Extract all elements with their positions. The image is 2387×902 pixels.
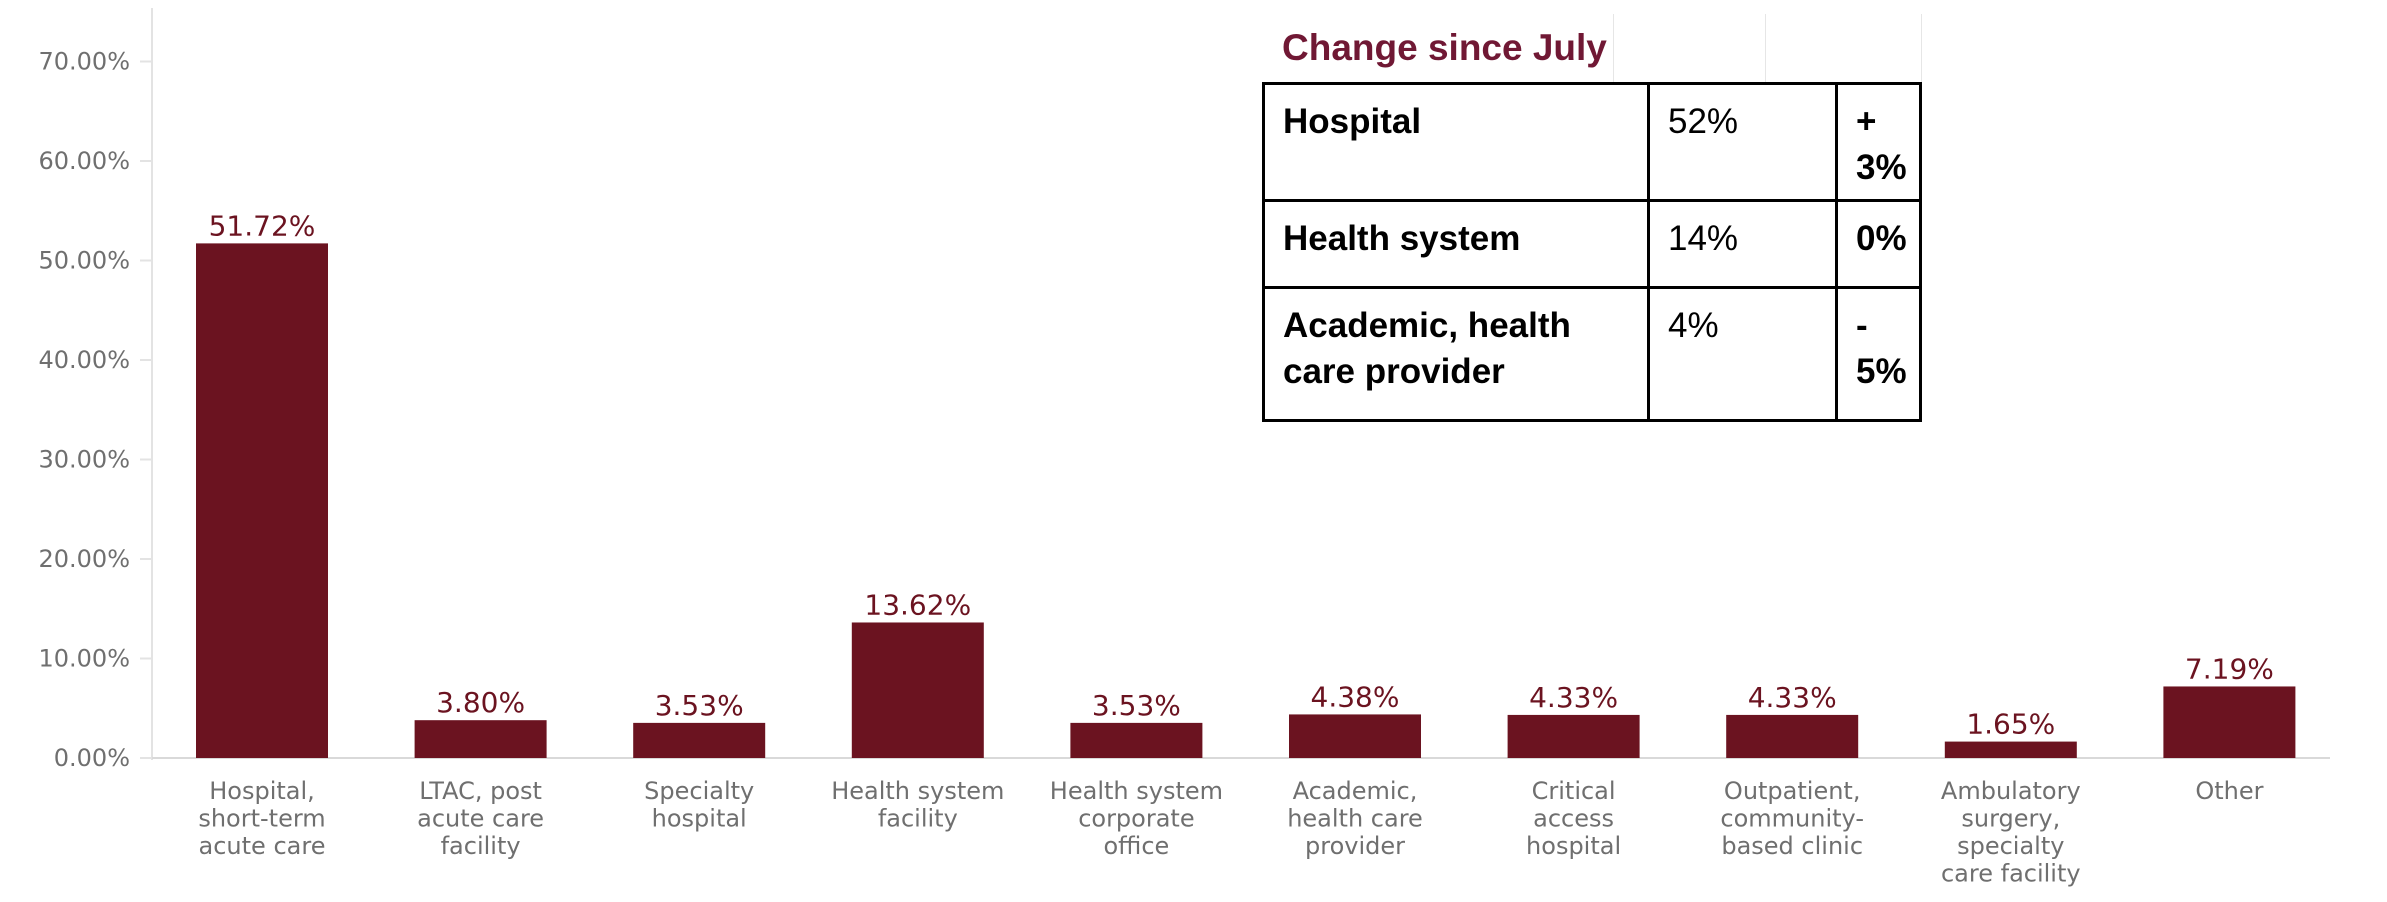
row-change: + 3%	[1835, 82, 1922, 202]
data-label: 4.33%	[1748, 681, 1837, 714]
data-label: 7.19%	[2185, 652, 2274, 685]
data-label: 4.33%	[1529, 681, 1618, 714]
category-label: Other	[2195, 777, 2263, 805]
header-gridline	[1765, 14, 1766, 82]
data-label: 3.53%	[1092, 689, 1181, 722]
data-label: 3.80%	[436, 686, 525, 719]
row-name: Health system	[1262, 199, 1650, 289]
data-label: 51.72%	[209, 209, 316, 242]
category-labels: Hospital, short-term acute care LTAC, post a…	[198, 777, 2263, 888]
category-label: Hospital, short-term acute care	[198, 777, 325, 860]
y-axis-ticks: 0.00% 10.00% 20.00% 30.00% 40.00% 50.00% 60.00…	[38, 48, 152, 772]
y-tick-label: 10.00%	[38, 645, 130, 673]
category-label: Academic, health care provider	[1287, 777, 1423, 860]
data-label: 13.62%	[864, 588, 971, 621]
y-tick-label: 30.00%	[38, 446, 130, 474]
row-percent: 52%	[1647, 82, 1838, 202]
row-name: Hospital	[1262, 82, 1650, 202]
bar	[1726, 714, 1859, 758]
category-label: Specialty hospital	[644, 777, 754, 833]
bar	[851, 622, 984, 758]
row-percent: 4%	[1647, 286, 1838, 422]
y-tick-label: 60.00%	[38, 147, 130, 175]
bar	[1507, 714, 1640, 758]
data-label: 4.38%	[1311, 680, 1400, 713]
header-gridline	[1921, 14, 1922, 82]
y-tick-label: 50.00%	[38, 247, 130, 275]
bar	[1289, 714, 1421, 758]
category-label: Health system facility	[831, 777, 1004, 833]
bar	[2163, 686, 2296, 758]
category-label: Ambulatory surgery, specialty care facility	[1941, 777, 2081, 888]
y-tick-label: 40.00%	[38, 346, 130, 374]
table-row: Academic, health care provider 4% - 5%	[1262, 286, 1922, 422]
row-name: Academic, health care provider	[1262, 286, 1650, 422]
bar	[633, 722, 766, 758]
data-label: 1.65%	[1966, 708, 2055, 741]
table-row: Hospital 52% + 3%	[1262, 82, 1922, 202]
change-since-july-table: Change since July Hospital 52% + 3% Heal…	[1262, 14, 1922, 422]
bar	[1070, 722, 1203, 758]
row-change: - 5%	[1835, 286, 1922, 422]
header-gridline	[1613, 14, 1614, 82]
bars	[196, 243, 2296, 759]
bar	[414, 720, 547, 758]
table-row: Health system 14% 0%	[1262, 199, 1922, 289]
category-label: LTAC, post acute care facility	[417, 777, 544, 860]
bar	[196, 243, 328, 759]
row-percent: 14%	[1647, 199, 1838, 289]
inset-table-title: Change since July	[1262, 14, 1922, 82]
row-change: 0%	[1835, 199, 1922, 289]
y-tick-label: 20.00%	[38, 545, 130, 573]
category-label: Health system corporate office	[1050, 777, 1223, 860]
data-label: 3.53%	[655, 689, 744, 722]
category-label: Critical access hospital	[1526, 777, 1621, 860]
y-tick-label: 0.00%	[54, 744, 130, 772]
y-tick-label: 70.00%	[38, 48, 130, 76]
bar	[1944, 741, 2077, 758]
inset-table-body: Hospital 52% + 3% Health system 14% 0% A…	[1262, 82, 1922, 422]
category-label: Outpatient, community-based clinic	[1720, 777, 1864, 860]
data-labels: 51.72% 3.80% 3.53% 13.62% 3.53% 4.38% 4.33% 4.3…	[209, 209, 2274, 740]
